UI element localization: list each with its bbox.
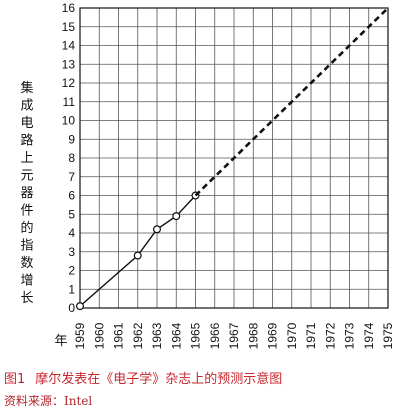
x-tick-label: 1964 bbox=[169, 322, 183, 349]
y-axis-label-char: 集 bbox=[20, 80, 33, 96]
y-tick-label: 2 bbox=[68, 264, 75, 278]
x-tick-label: 1973 bbox=[343, 322, 357, 349]
x-tick-label: 1972 bbox=[323, 322, 337, 349]
y-axis-label-char: 长 bbox=[20, 291, 33, 306]
x-tick-label: 1974 bbox=[362, 322, 376, 349]
x-tick-label: 1966 bbox=[208, 322, 222, 349]
x-axis-label: 年 bbox=[54, 334, 67, 349]
y-tick-label: 5 bbox=[68, 207, 75, 221]
x-tick-label: 1963 bbox=[150, 322, 164, 349]
y-tick-label: 13 bbox=[62, 57, 76, 71]
x-tick-label: 1962 bbox=[131, 322, 145, 349]
y-tick-label: 3 bbox=[68, 245, 75, 259]
x-tick-label: 1965 bbox=[189, 322, 203, 349]
y-tick-label: 14 bbox=[62, 39, 76, 53]
y-tick-label: 0 bbox=[68, 301, 75, 315]
x-tick-label: 1970 bbox=[285, 322, 299, 349]
y-axis-label-char: 的 bbox=[20, 220, 33, 236]
y-tick-label: 8 bbox=[68, 151, 75, 165]
y-axis-label-char: 数 bbox=[20, 256, 33, 271]
y-tick-label: 1 bbox=[68, 282, 75, 296]
y-axis-label-char: 元 bbox=[20, 169, 33, 184]
figure-caption: 图1 摩尔发表在《电子学》杂志上的预测示意图 bbox=[4, 368, 282, 387]
y-axis-label-char: 成 bbox=[20, 99, 33, 114]
y-tick-label: 6 bbox=[68, 189, 75, 203]
data-point-marker bbox=[153, 225, 162, 234]
figure-caption-text: 摩尔发表在《电子学》杂志上的预测示意图 bbox=[35, 372, 283, 387]
x-tick-labels: 1959 1960 1961 1962 1963 1964 1965 1966 1967 1968… bbox=[73, 322, 395, 349]
extrapolation-line bbox=[194, 7, 389, 197]
x-tick-label: 1975 bbox=[381, 322, 395, 349]
y-tick-label: 12 bbox=[62, 76, 76, 90]
x-tick-label: 1968 bbox=[246, 322, 260, 349]
y-axis-label-char: 件 bbox=[20, 204, 33, 219]
y-tick-label: 7 bbox=[68, 170, 75, 184]
x-tick-label: 1959 bbox=[73, 322, 87, 349]
y-axis-label-char: 电 bbox=[20, 116, 33, 131]
y-axis-label-char: 器 bbox=[20, 186, 33, 201]
x-tick-label: 1967 bbox=[227, 322, 241, 349]
y-axis-label-char: 指 bbox=[20, 239, 33, 254]
data-point-marker bbox=[133, 251, 142, 260]
x-tick-label: 1971 bbox=[304, 322, 318, 349]
y-axis-label-char: 增 bbox=[20, 274, 33, 289]
x-tick-label: 1969 bbox=[266, 322, 280, 349]
plot-frame bbox=[79, 7, 389, 309]
data-series bbox=[75, 7, 389, 311]
y-tick-label: 11 bbox=[63, 95, 76, 109]
y-axis-label-char: 路 bbox=[20, 133, 33, 149]
data-point-marker bbox=[75, 302, 84, 311]
data-point-marker bbox=[172, 212, 181, 221]
y-tick-label: 16 bbox=[62, 1, 76, 15]
y-tick-label: 15 bbox=[62, 20, 76, 34]
y-axis-label-char: 上 bbox=[20, 151, 33, 166]
y-tick-label: 4 bbox=[68, 226, 75, 240]
y-tick-label: 9 bbox=[68, 132, 75, 146]
x-tick-label: 1961 bbox=[112, 322, 126, 349]
source-note: 资料来源：Intel bbox=[4, 394, 93, 408]
x-tick-label: 1960 bbox=[92, 322, 106, 349]
figure-number: 图1 bbox=[4, 372, 26, 387]
y-tick-label: 10 bbox=[62, 114, 76, 128]
